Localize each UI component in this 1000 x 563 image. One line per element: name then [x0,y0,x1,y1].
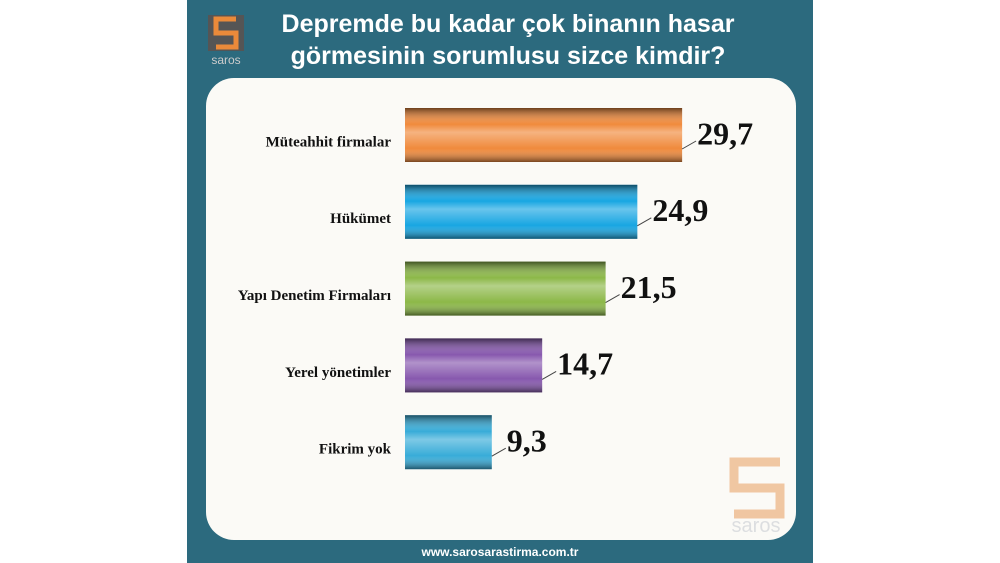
y-tick-label: Yerel yönetimler [285,365,391,381]
bar-shade [405,261,606,316]
logo-top: saros [208,15,244,67]
data-label: 9,3 [507,423,547,459]
leader-line [541,370,557,380]
chart-title: Depremde bu kadar çok binanın hasar görme… [282,10,735,70]
y-tick-label: Yapı Denetim Firmaları [238,288,391,304]
bar-shade [405,415,492,470]
bar-shade [405,184,638,239]
bar-shade [405,338,543,393]
leader-line [605,294,620,304]
logo-s [729,457,785,519]
data-label: 24,9 [652,192,708,228]
data-label: 14,7 [557,346,613,382]
bar-shade [405,108,683,162]
footer: www.sarosarastirma.com.tr [421,545,579,559]
data-label: 21,5 [621,269,677,305]
logo-text: saros [732,515,781,537]
logo-s [213,16,239,50]
y-tick-label: Fikrim yok [319,442,392,458]
leader-line [637,217,652,227]
y-tick-label: Hükümet [330,211,391,227]
leader-line [491,447,507,457]
logo-text: saros [211,53,240,67]
leader-line [681,140,697,150]
logo-bottom: saros [729,457,785,537]
data-label: 29,7 [697,115,753,151]
y-tick-label: Müteahhit firmalar [266,134,392,150]
